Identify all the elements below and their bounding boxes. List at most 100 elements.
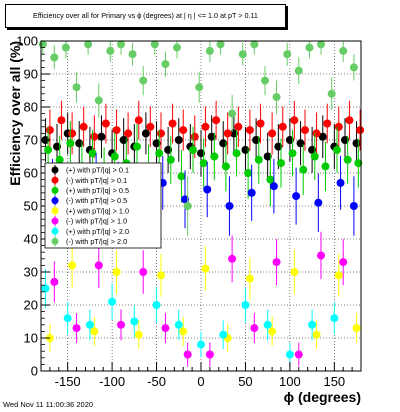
data-point — [272, 93, 281, 102]
data-point — [219, 139, 228, 148]
data-point — [341, 136, 349, 144]
data-point — [112, 126, 121, 135]
data-point — [84, 40, 93, 49]
data-point — [234, 122, 243, 131]
data-point — [225, 202, 234, 210]
data-point — [117, 40, 125, 49]
data-point — [139, 268, 148, 276]
data-point — [53, 142, 61, 151]
data-point — [112, 268, 121, 276]
data-point — [141, 129, 150, 138]
data-point — [312, 330, 321, 339]
data-point — [79, 122, 88, 131]
data-point — [308, 320, 317, 329]
data-point — [310, 152, 319, 161]
data-point — [41, 284, 50, 293]
data-point — [223, 129, 232, 138]
data-point — [274, 142, 283, 151]
x-axis-label: ϕ (degrees) — [284, 389, 361, 405]
chart-title: Efficiency over all for Primary vs ϕ (de… — [5, 4, 286, 28]
legend-label: (-) with pT/|q| > 0.1 — [66, 176, 127, 185]
data-point — [44, 145, 53, 154]
y-tick-label: 80 — [24, 100, 38, 115]
data-point — [72, 324, 81, 333]
axis-ticks: -150 -100 -50 0 50 100 150 0 10 20 30 40 50 60 70 80 90 1… — [16, 34, 353, 389]
series-7 — [38, 40, 358, 236]
data-point — [72, 83, 81, 92]
data-point — [179, 126, 188, 135]
data-point — [349, 63, 358, 72]
data-point — [323, 119, 332, 128]
data-point — [94, 96, 103, 105]
data-point — [228, 109, 237, 118]
data-point — [250, 40, 259, 49]
data-point — [157, 271, 165, 280]
data-point — [88, 149, 97, 158]
y-tick-label: 90 — [24, 67, 38, 82]
x-tick-label: 50 — [238, 374, 252, 389]
data-point — [183, 350, 192, 359]
legend-label: (+) with pT/|q| > 1.0 — [66, 206, 129, 215]
data-point — [345, 116, 354, 125]
data-point — [55, 155, 64, 164]
data-point — [339, 258, 348, 267]
x-tick-label: -100 — [99, 374, 125, 389]
data-point — [250, 324, 259, 333]
data-point — [266, 175, 275, 184]
data-point — [292, 192, 301, 201]
data-point — [134, 116, 143, 125]
x-tick-label: 0 — [197, 374, 204, 389]
data-point — [294, 66, 303, 75]
data-point — [161, 324, 170, 333]
data-point — [152, 139, 161, 148]
x-tick-label: -50 — [147, 374, 166, 389]
x-tick-label: 150 — [323, 374, 345, 389]
data-point — [277, 159, 285, 168]
data-point — [232, 149, 241, 158]
y-tick-label: 10 — [24, 331, 38, 346]
data-point — [85, 320, 94, 329]
data-point — [201, 264, 210, 273]
data-point — [356, 126, 365, 135]
legend-label: (+) with pT/|q| > 2.0 — [66, 227, 129, 236]
data-point — [199, 159, 208, 168]
data-point — [333, 145, 341, 154]
data-point — [63, 314, 72, 323]
data-point — [343, 155, 352, 164]
data-point — [247, 188, 256, 197]
x-tick-label: -150 — [55, 374, 81, 389]
data-point — [238, 50, 247, 59]
legend-label: (+) with pT/|q| > 0.5 — [66, 186, 129, 195]
data-point — [174, 136, 183, 144]
data-point — [254, 155, 263, 164]
data-point — [288, 149, 297, 158]
data-point — [294, 350, 303, 359]
data-point — [57, 116, 66, 125]
data-point — [305, 43, 314, 52]
data-point — [168, 119, 177, 128]
data-point — [161, 60, 170, 69]
legend-label: (+) with pT/|q| > 0.1 — [66, 166, 129, 175]
legend: (+) with pT/|q| > 0.1(-) with pT/|q| > 0… — [44, 162, 162, 249]
data-point — [166, 155, 175, 164]
data-point — [336, 178, 345, 187]
data-point — [269, 182, 278, 191]
data-point — [108, 297, 117, 306]
data-point — [197, 340, 205, 349]
data-point — [252, 136, 261, 144]
data-point — [296, 139, 305, 148]
series-6 — [41, 268, 339, 367]
data-point — [152, 301, 161, 309]
data-point — [256, 119, 265, 128]
y-tick-label: 100 — [16, 34, 38, 49]
data-point — [90, 132, 99, 141]
data-point — [219, 330, 228, 339]
y-tick-label: 50 — [24, 199, 38, 214]
data-point — [195, 83, 204, 92]
data-point — [261, 76, 269, 85]
data-point — [268, 129, 277, 138]
data-point — [179, 327, 188, 336]
y-tick-label: 30 — [24, 265, 38, 280]
data-point — [278, 122, 287, 131]
y-tick-label: 20 — [24, 298, 38, 313]
